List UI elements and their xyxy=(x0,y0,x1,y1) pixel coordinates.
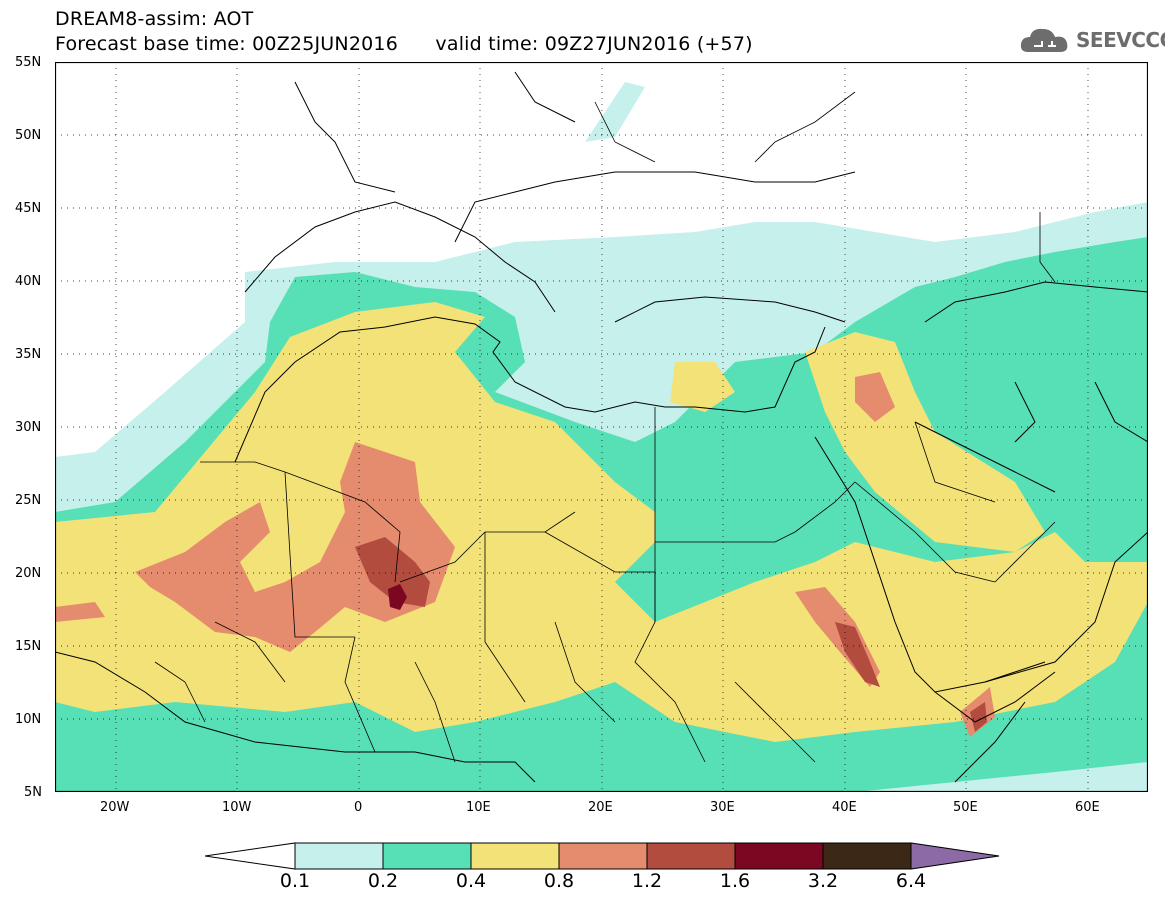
forecast-time-line: Forecast base time: 00Z25JUN2016 valid t… xyxy=(55,33,753,55)
colorbar-segment-7 xyxy=(822,842,912,870)
lat-label-25n: 25N xyxy=(15,493,42,508)
colorbar xyxy=(204,842,1000,870)
colorbar-segment-5 xyxy=(646,842,736,870)
lon-label-50e: 50E xyxy=(953,800,978,815)
lon-label-0: 0 xyxy=(354,800,363,815)
colorbar-label-6.4: 6.4 xyxy=(895,870,927,892)
map-title: DREAM8-assim: AOT xyxy=(55,8,254,30)
logo-text: SEEVCCC xyxy=(1076,28,1165,52)
lat-label-10n: 10N xyxy=(15,712,42,727)
colorbar-segment-1 xyxy=(294,842,384,870)
country-borders xyxy=(154,91,1056,763)
map-border xyxy=(54,61,1149,793)
map-area xyxy=(54,61,1149,793)
lon-label-60e: 60E xyxy=(1075,800,1100,815)
aot-band-1.2-1.6 xyxy=(355,537,987,732)
lat-label-5n: 5N xyxy=(24,785,42,800)
lon-label-20w: 20W xyxy=(100,800,130,815)
colorbar-label-1.6: 1.6 xyxy=(719,870,751,892)
lat-label-45n: 45N xyxy=(15,201,42,216)
lon-label-40e: 40E xyxy=(832,800,857,815)
colorbar-segment-2 xyxy=(382,842,472,870)
cloud-icon xyxy=(1020,28,1068,52)
lon-label-30e: 30E xyxy=(710,800,735,815)
aot-map xyxy=(54,61,1149,793)
colorbar-segment-4 xyxy=(558,842,648,870)
lat-label-15n: 15N xyxy=(15,639,42,654)
lat-label-20n: 20N xyxy=(15,566,42,581)
colorbar-label-0.4: 0.4 xyxy=(455,870,487,892)
colorbar-label-0.1: 0.1 xyxy=(279,870,311,892)
colorbar-label-3.2: 3.2 xyxy=(807,870,839,892)
lat-label-50n: 50N xyxy=(15,128,42,143)
lat-label-40n: 40N xyxy=(15,274,42,289)
colorbar-label-0.8: 0.8 xyxy=(543,870,575,892)
colorbar-segment-under xyxy=(204,842,296,870)
lon-label-10w: 10W xyxy=(222,800,252,815)
lat-label-55n: 55N xyxy=(15,55,42,70)
aot-band-1.6-3.2 xyxy=(388,584,407,610)
colorbar-segment-3 xyxy=(470,842,560,870)
lat-label-35n: 35N xyxy=(15,347,42,362)
colorbar-graphic xyxy=(204,842,1000,870)
coastlines xyxy=(55,71,1148,783)
colorbar-label-0.2: 0.2 xyxy=(367,870,399,892)
seevccc-logo: SEEVCCC xyxy=(1018,24,1165,58)
gridlines xyxy=(55,62,1148,792)
lon-label-20e: 20E xyxy=(588,800,613,815)
lon-label-10e: 10E xyxy=(466,800,491,815)
colorbar-segment-6 xyxy=(734,842,824,870)
colorbar-segment-over xyxy=(910,842,1000,870)
lat-label-30n: 30N xyxy=(15,420,42,435)
colorbar-label-1.2: 1.2 xyxy=(631,870,663,892)
